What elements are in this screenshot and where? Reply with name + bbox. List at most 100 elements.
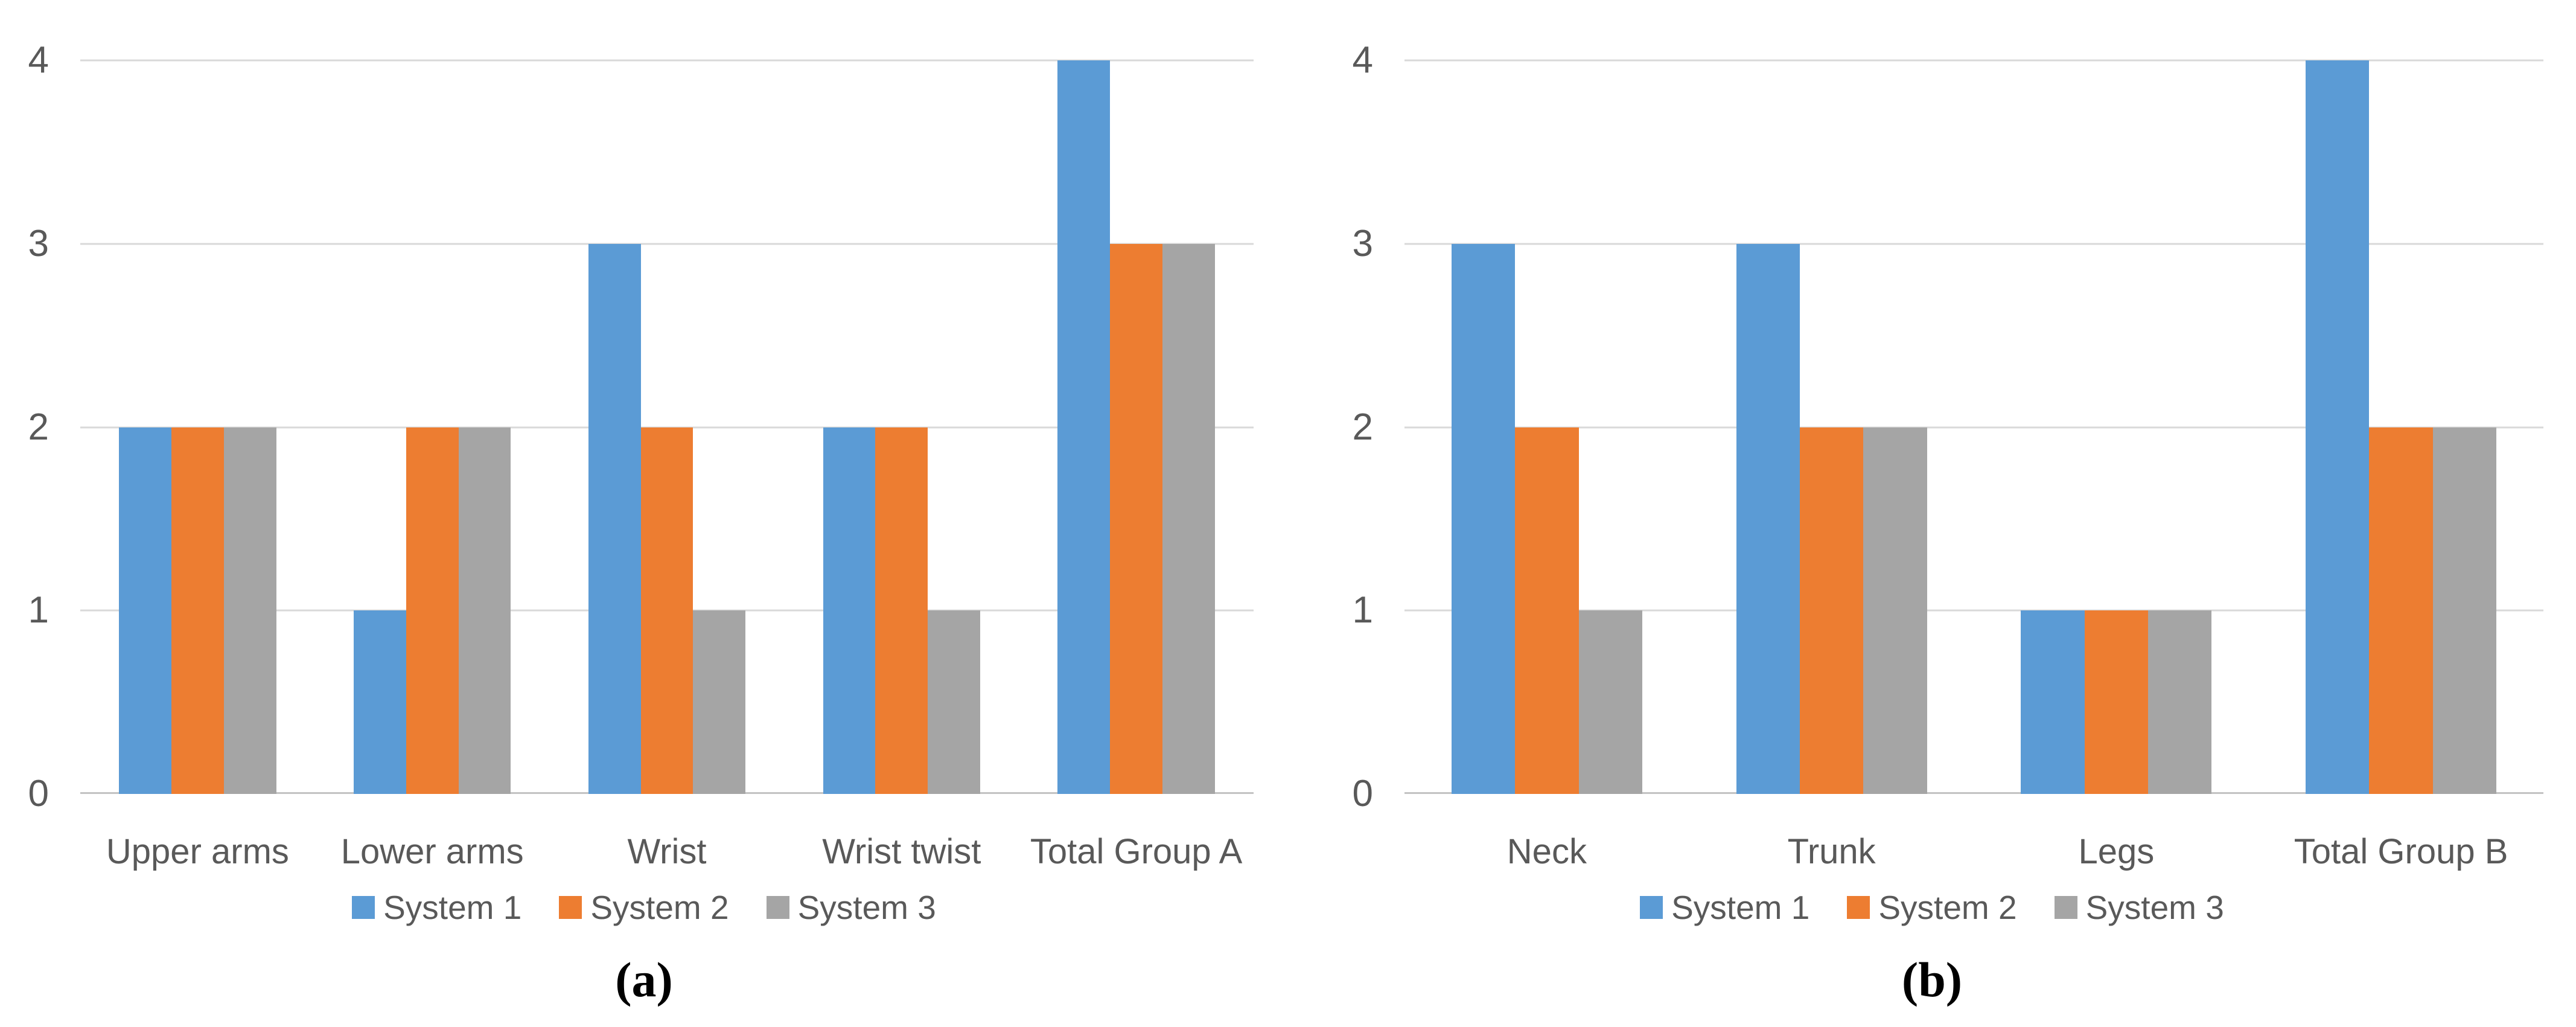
bar-cluster: [1451, 60, 1642, 794]
legend-item: System 3: [2054, 888, 2224, 926]
bar-groups: [1404, 60, 2543, 794]
category-group: [784, 60, 1019, 794]
gridline-y2: [1404, 426, 2543, 428]
category-label: Wrist twist: [822, 832, 981, 871]
legend-swatch-icon: [1640, 896, 1663, 919]
plot-area-a: 0 1 2 3 4: [28, 42, 1254, 813]
category-label: Total Group A: [1030, 832, 1243, 871]
bar-system-3: [1863, 427, 1927, 794]
category-group: [1974, 60, 2259, 794]
category-axis-a: Upper arms Lower arms Wrist Wrist twist Tota…: [80, 832, 1254, 880]
bar-system-2: [640, 427, 693, 794]
legend-swatch-icon: [1847, 896, 1870, 919]
caption-a: (a): [615, 952, 673, 1007]
bar-system-3: [693, 610, 746, 794]
gridline-y3: [1404, 243, 2543, 245]
y-tick-label: 0: [1352, 773, 1373, 814]
legend-label: System 3: [797, 888, 936, 926]
legend-swatch-icon: [2054, 896, 2077, 919]
legend-item: System 1: [352, 891, 521, 924]
bar-system-1: [1736, 243, 1800, 794]
bar-system-2: [1515, 427, 1579, 794]
legend-swatch-icon: [559, 896, 582, 919]
bar-system-1: [119, 427, 171, 794]
chart-panel-a: 0 1 2 3 4 Upper arms Lower arms Wrist Wrist twi…: [0, 42, 1288, 1007]
legend-swatch-icon: [352, 896, 375, 919]
bar-system-2: [171, 427, 224, 794]
gridline-y3: [80, 243, 1254, 245]
caption-b: (b): [1901, 952, 1963, 1007]
bar-system-2: [406, 427, 459, 794]
bar-system-3: [223, 427, 276, 794]
category-axis-b: Neck Trunk Legs Total Group B: [1404, 832, 2543, 880]
category-label: Lower arms: [340, 832, 524, 871]
bar-cluster: [823, 60, 981, 794]
bar-system-2: [1799, 427, 1864, 794]
legend-label: System 2: [1878, 888, 2017, 926]
category-label: Trunk: [1787, 832, 1876, 871]
legend-item: System 2: [559, 888, 729, 926]
category-group: [1019, 60, 1254, 794]
bar-system-1: [2306, 60, 2370, 794]
plot-area-b: 0 1 2 3 4: [1353, 42, 2543, 813]
bar-cluster: [353, 60, 511, 794]
legend-b: System 1 System 2 System 3: [1288, 886, 2576, 929]
y-tick-label: 1: [1352, 589, 1373, 632]
gridline-y1: [1404, 609, 2543, 612]
y-tick-label: 0: [28, 773, 49, 814]
category-label: Upper arms: [106, 832, 289, 871]
legend-label: System 2: [590, 888, 729, 926]
bar-system-1: [588, 243, 641, 794]
bar-system-1: [1057, 60, 1111, 794]
bar-cluster: [1057, 60, 1215, 794]
bar-system-1: [823, 427, 876, 794]
category-group: [1404, 60, 1689, 794]
gridline-y4: [1404, 59, 2543, 62]
category-label: Wrist: [627, 832, 707, 871]
bar-cluster: [1736, 60, 1927, 794]
bar-system-3: [2432, 427, 2497, 794]
category-label: Total Group B: [2294, 832, 2508, 871]
bar-groups: [80, 60, 1254, 794]
y-tick-label: 4: [1352, 39, 1373, 81]
bar-system-3: [928, 610, 981, 794]
category-label: Neck: [1506, 832, 1587, 871]
bar-cluster: [2306, 60, 2497, 794]
bar-system-2: [875, 427, 928, 794]
category-group: [315, 60, 550, 794]
category-group: [1689, 60, 1974, 794]
legend-item: System 2: [1847, 888, 2017, 926]
bar-cluster: [119, 60, 276, 794]
chart-panel-b: 0 1 2 3 4 Neck Trunk Legs Total Group B System …: [1288, 0, 2576, 1027]
legend-label: System 3: [2085, 888, 2224, 926]
y-tick-label: 1: [28, 589, 49, 632]
bar-system-2: [2084, 610, 2149, 794]
bar-system-1: [1451, 243, 1516, 794]
y-tick-label: 3: [28, 222, 49, 264]
category-label: Legs: [2078, 832, 2155, 871]
bar-system-1: [353, 610, 406, 794]
bar-system-3: [2148, 610, 2212, 794]
legend-a: System 1 System 2 System 3: [0, 886, 1288, 929]
category-group: [2259, 60, 2543, 794]
legend-item: System 3: [766, 888, 936, 926]
bar-system-3: [1578, 610, 1642, 794]
y-tick-label: 2: [1352, 406, 1373, 448]
bar-system-2: [1110, 243, 1162, 794]
bar-system-1: [2021, 610, 2085, 794]
bar-system-3: [458, 427, 511, 794]
x-axis-line: [1404, 792, 2543, 794]
category-group: [80, 60, 315, 794]
y-tick-label: 2: [28, 406, 49, 448]
legend-label: System 1: [383, 888, 522, 926]
bar-system-2: [2369, 427, 2433, 794]
y-tick-label: 4: [28, 39, 49, 81]
legend-item: System 1: [1640, 891, 1809, 924]
category-group: [550, 60, 785, 794]
bar-cluster: [588, 60, 746, 794]
y-tick-label: 3: [1352, 222, 1373, 264]
bar-system-3: [1162, 243, 1215, 794]
legend-swatch-icon: [766, 896, 789, 919]
legend-label: System 1: [1671, 888, 1810, 926]
